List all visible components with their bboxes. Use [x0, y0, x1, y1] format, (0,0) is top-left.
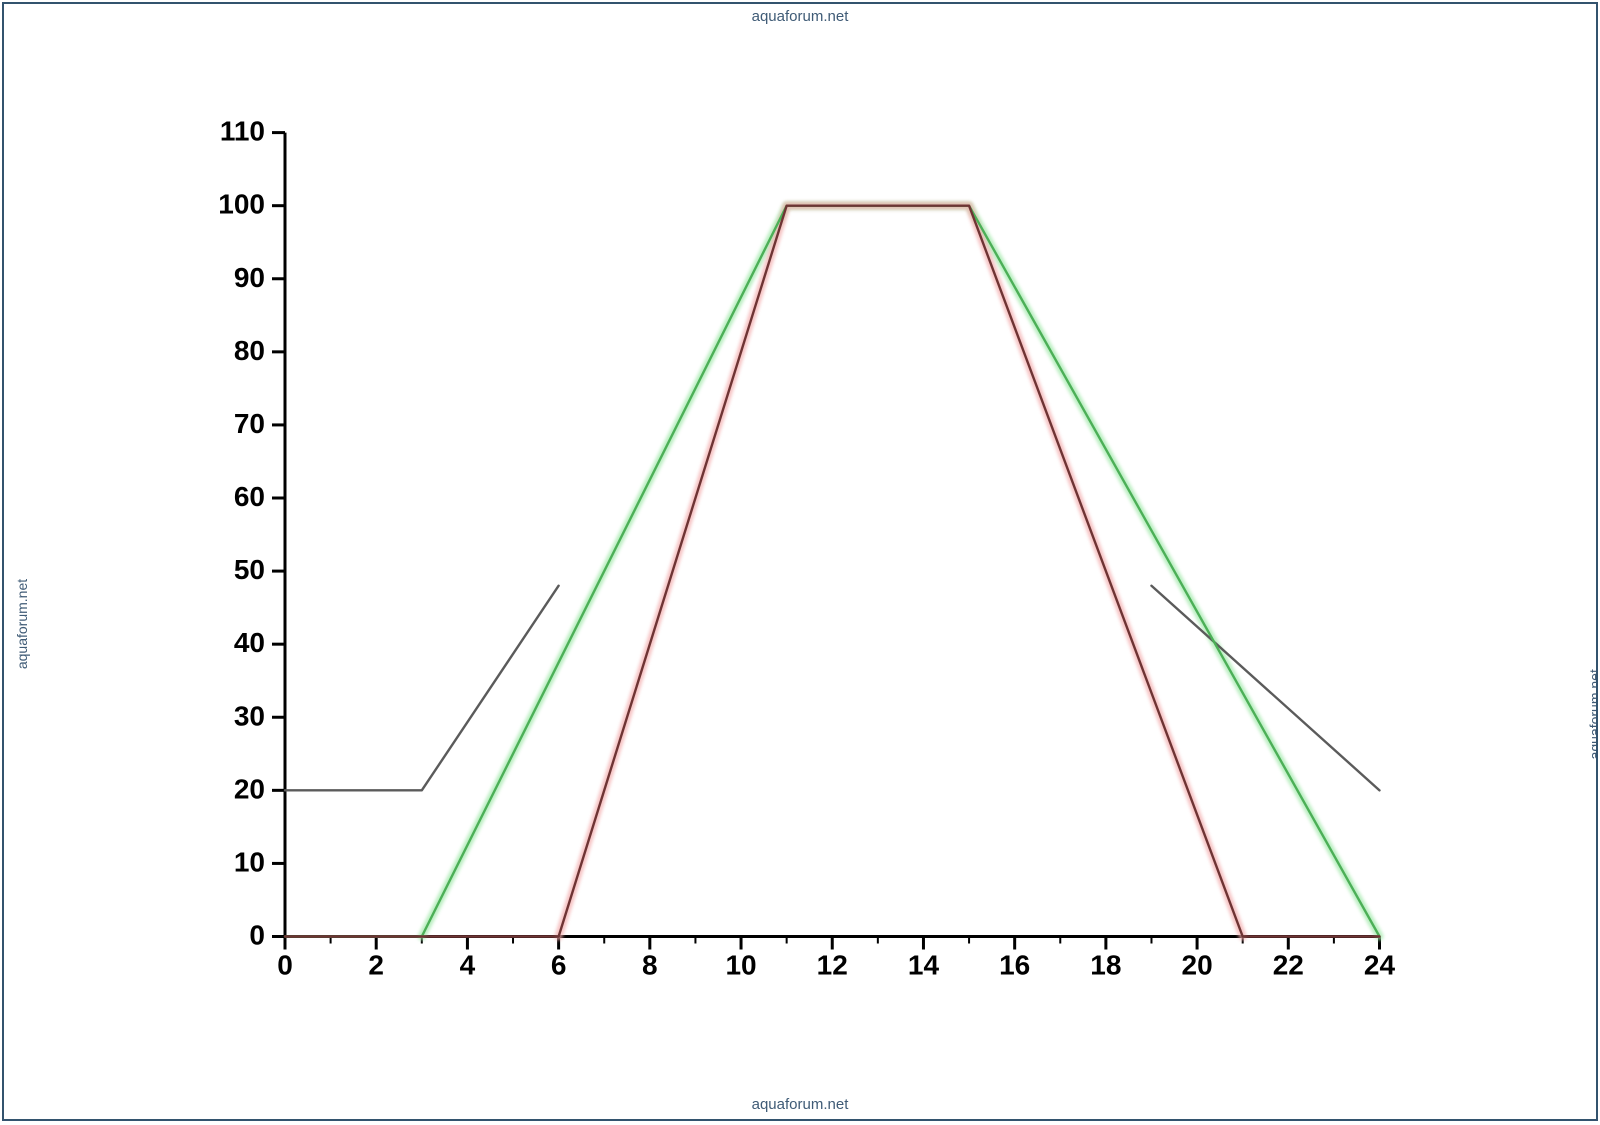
svg-text:18: 18	[1090, 950, 1121, 981]
svg-text:22: 22	[1273, 950, 1304, 981]
svg-text:0: 0	[249, 920, 265, 951]
svg-text:70: 70	[234, 408, 265, 439]
svg-text:0: 0	[277, 950, 293, 981]
svg-text:2: 2	[368, 950, 384, 981]
svg-text:10: 10	[725, 950, 756, 981]
svg-text:30: 30	[234, 700, 265, 731]
svg-text:16: 16	[999, 950, 1030, 981]
svg-text:110: 110	[220, 116, 265, 147]
svg-text:60: 60	[234, 481, 265, 512]
svg-text:90: 90	[234, 262, 265, 293]
svg-text:24: 24	[1364, 950, 1396, 981]
svg-text:100: 100	[218, 189, 265, 220]
svg-text:10: 10	[234, 846, 265, 877]
svg-text:4: 4	[460, 950, 476, 981]
svg-text:20: 20	[234, 773, 265, 804]
svg-text:20: 20	[1182, 950, 1213, 981]
svg-text:8: 8	[642, 950, 658, 981]
svg-text:12: 12	[817, 950, 848, 981]
svg-text:40: 40	[234, 627, 265, 658]
svg-text:14: 14	[908, 950, 940, 981]
svg-text:6: 6	[551, 950, 567, 981]
svg-text:50: 50	[234, 554, 265, 585]
svg-text:80: 80	[234, 335, 265, 366]
